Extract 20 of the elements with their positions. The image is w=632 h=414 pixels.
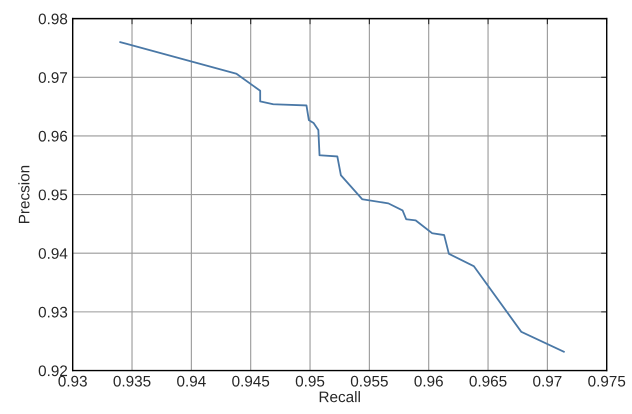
y-tick-label: 0.98	[38, 14, 68, 24]
x-tick-label: 0.96	[414, 376, 443, 387]
y-tick-label: 0.94	[38, 248, 68, 259]
x-tick-label: 0.935	[114, 376, 150, 387]
x-tick-label: 0.93	[58, 376, 87, 387]
x-tick-label: 0.945	[232, 376, 270, 387]
y-tick-label: 0.97	[38, 72, 68, 83]
x-tick-label: 0.955	[350, 376, 388, 387]
x-tick-label: 0.95	[296, 376, 324, 387]
line-series	[119, 41, 565, 353]
x-tick-label: 0.965	[470, 376, 507, 387]
y-axis-title: Precsion	[18, 166, 30, 224]
x-tick-label: 0.94	[177, 376, 206, 387]
y-tick-label: 0.96	[38, 130, 68, 142]
y-tick-label: 0.95	[38, 189, 68, 200]
y-tick-label: 0.92	[38, 365, 68, 376]
x-tick-label: 0.975	[588, 376, 626, 387]
x-axis-title: Recall	[320, 391, 360, 402]
y-tick-label: 0.93	[38, 306, 68, 318]
x-tick-label: 0.97	[533, 376, 562, 387]
